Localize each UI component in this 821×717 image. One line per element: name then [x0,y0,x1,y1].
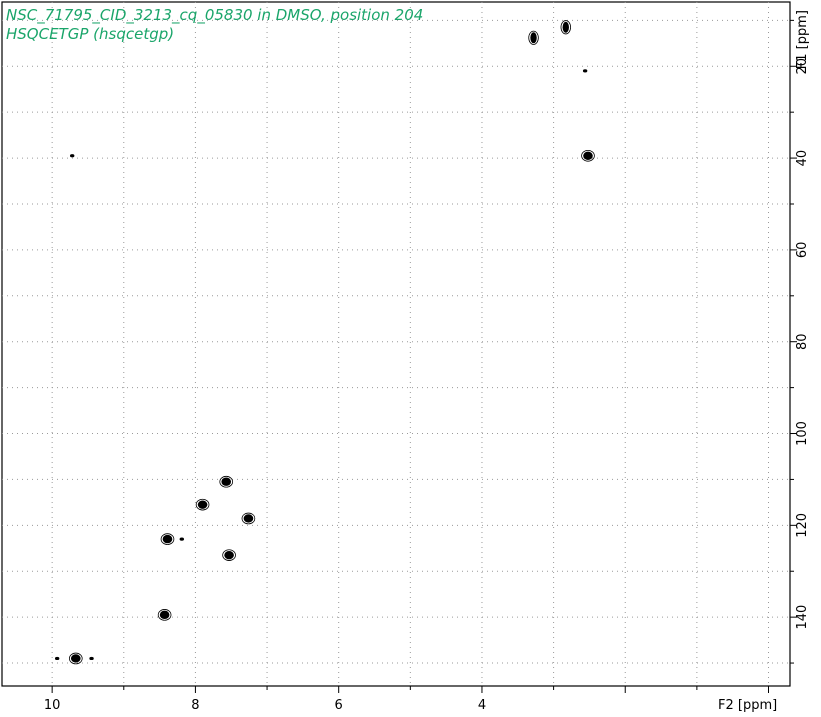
y-tick-label: 120 [795,513,810,538]
y-tick-label: 100 [795,421,810,446]
cross-peak [54,656,60,661]
cross-peak [219,475,234,488]
cross-peak [241,512,256,525]
x-tick-label: 6 [335,698,343,713]
y-tick-label: 80 [795,333,810,350]
cross-peak [195,498,210,511]
cross-peaks [54,20,595,665]
spectrum-title: NSC_71795_CID_3213_cq_05830 in DMSO, pos… [6,6,424,24]
y-tick-label: 140 [795,605,810,630]
grid-lines [2,2,790,686]
cross-peak [582,69,588,73]
cross-peak [581,149,595,162]
cross-peak [560,20,571,35]
cross-peak [70,154,75,158]
pulse-program-subtitle: HSQCETGP (hsqcetgp) [6,25,175,43]
cross-peak [528,30,539,45]
cross-peak [157,609,172,621]
y-axis-ticks: 20 40 60 80 100 120 140 [790,19,810,664]
cross-peak [160,533,175,545]
y-tick-label: 60 [795,242,810,259]
x-tick-label: 8 [191,698,199,713]
plot-frame [1,1,791,687]
cross-peak [68,652,83,665]
x-axis-label: F2 [ppm] [718,698,777,713]
cross-peak [89,656,94,661]
cross-peak [222,549,236,561]
y-tick-label: 40 [795,150,810,167]
y-tick-label: 20 [795,58,810,75]
x-tick-label: 4 [478,698,486,713]
x-axis-ticks: 10 8 6 4 [44,686,770,713]
cross-peak [179,537,185,541]
x-tick-label: 10 [44,698,61,713]
y-axis-label: F1 [ppm] [795,10,810,69]
